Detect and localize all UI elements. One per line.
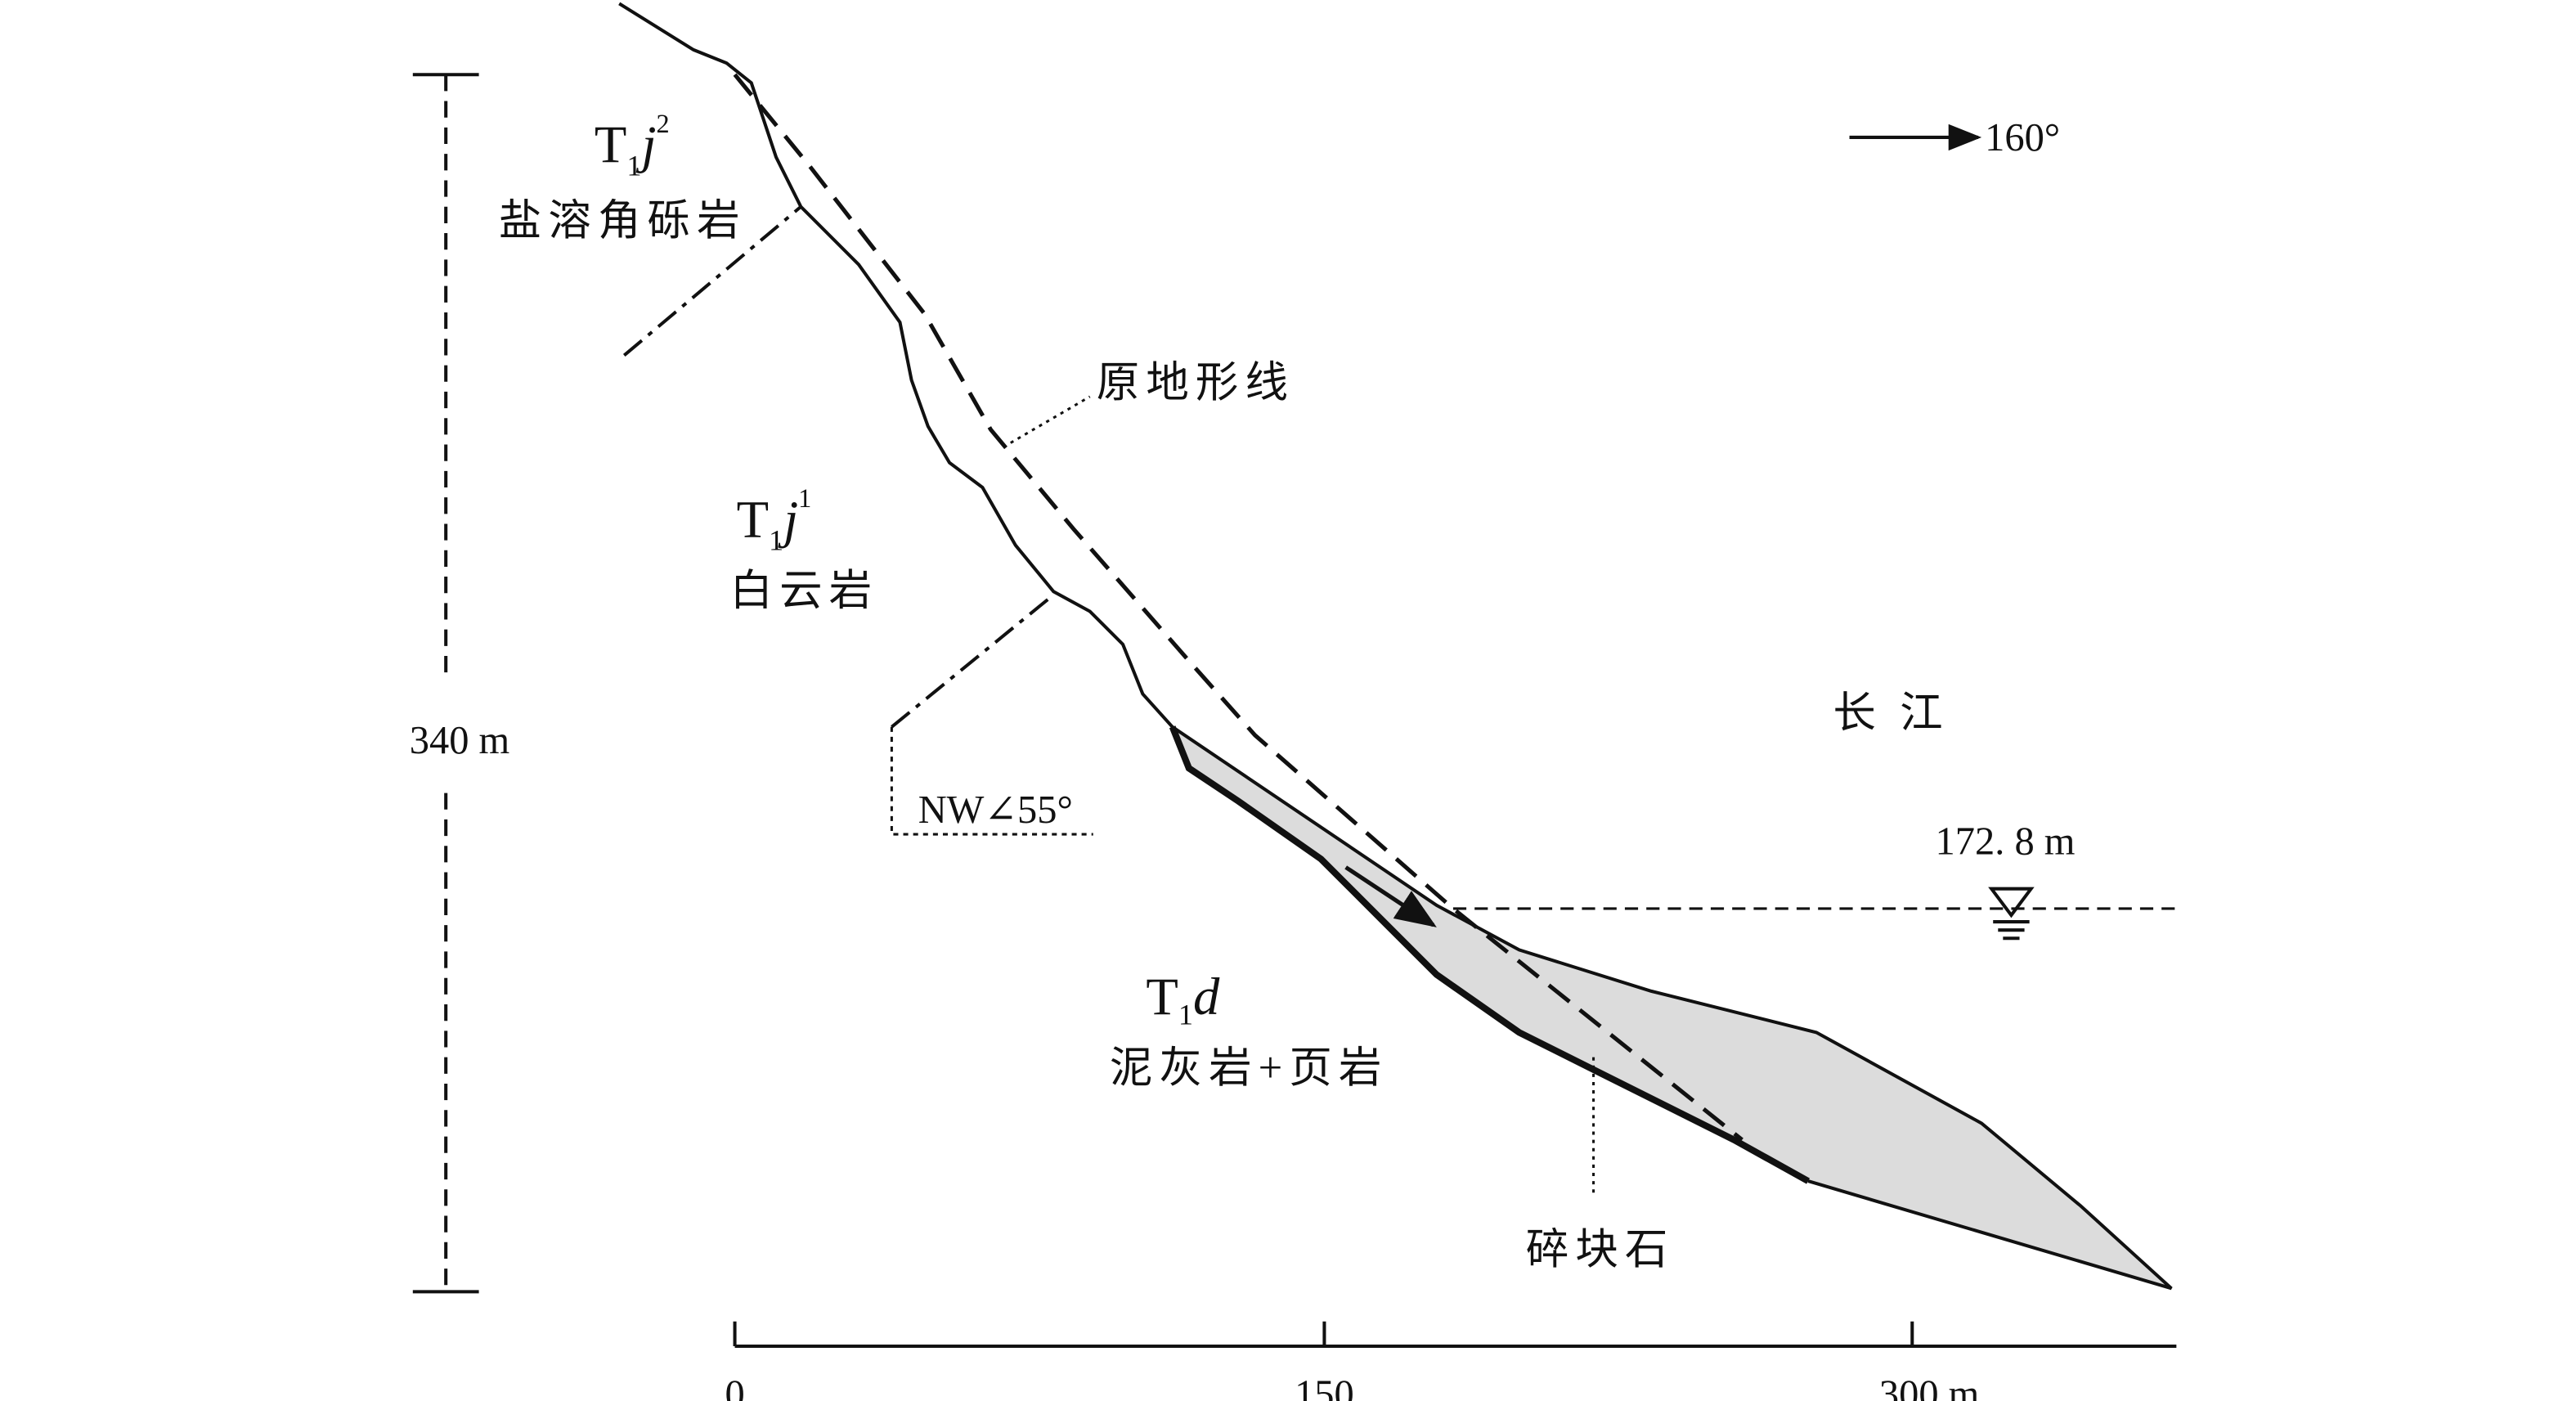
code-base: T bbox=[737, 490, 769, 549]
debris-surface bbox=[1171, 725, 2173, 1291]
code-sub: 1 bbox=[769, 524, 783, 557]
stratum-code: T1j2 bbox=[595, 109, 670, 182]
debris-base bbox=[1169, 725, 1811, 1184]
code-base: T bbox=[595, 115, 626, 173]
stratum-name: 白云岩 bbox=[730, 567, 879, 614]
stratum-name: 盐溶角砾岩 bbox=[499, 197, 747, 245]
annotation: 原地形线 bbox=[1097, 359, 1295, 406]
annotation: 160° bbox=[1985, 116, 2060, 159]
original-terrain bbox=[733, 73, 1744, 1142]
scale-label: 0 bbox=[725, 1373, 744, 1401]
annotation: NW∠55° bbox=[918, 788, 1073, 832]
code-letter: d bbox=[1193, 967, 1220, 1026]
water-symbol bbox=[1988, 887, 2035, 941]
vertical-ticks bbox=[412, 73, 479, 1294]
ground-profile bbox=[618, 2, 1174, 729]
drawing bbox=[412, 2, 2177, 1349]
horizontal-scale bbox=[733, 1321, 2177, 1349]
leaders bbox=[1010, 395, 1595, 1198]
boundary bbox=[622, 205, 1055, 729]
scale-label: 300 m bbox=[1879, 1373, 1979, 1401]
annotation: 172. 8 m bbox=[1936, 819, 2076, 863]
annotation: 碎块石 bbox=[1526, 1226, 1675, 1273]
dip-leader bbox=[890, 726, 1093, 836]
annotation: 长 江 bbox=[1833, 689, 1949, 737]
debris-body bbox=[1172, 726, 2172, 1289]
code-sub: 1 bbox=[626, 149, 641, 182]
stratum-code: T1d bbox=[1146, 967, 1220, 1031]
code-sub: 1 bbox=[1178, 998, 1193, 1031]
stratum-name: 泥灰岩+页岩 bbox=[1110, 1044, 1389, 1092]
scale-label: 150 bbox=[1295, 1373, 1354, 1401]
stratum-code: T1j1 bbox=[737, 483, 812, 556]
scale-label: 340 m bbox=[410, 719, 509, 762]
code-sup: 1 bbox=[798, 483, 811, 513]
slide-arrow bbox=[1344, 865, 1437, 927]
code-base: T bbox=[1146, 967, 1178, 1026]
code-sup: 2 bbox=[657, 109, 670, 138]
